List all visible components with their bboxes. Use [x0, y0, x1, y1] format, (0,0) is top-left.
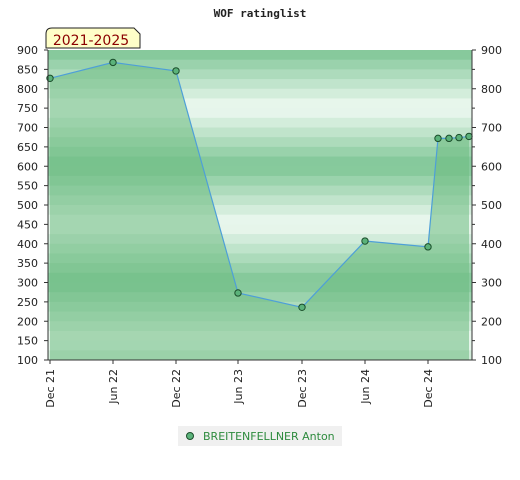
y-right-tick-label: 100 [481, 354, 502, 367]
band [48, 224, 472, 235]
band [48, 205, 472, 216]
data-point [109, 58, 117, 67]
band [48, 50, 472, 61]
band [48, 156, 472, 167]
band [48, 146, 472, 158]
data-point [234, 289, 242, 297]
y-tick-label: 850 [17, 63, 38, 76]
x-tick-label: Jun 22 [107, 369, 120, 405]
y-tick-label: 400 [17, 238, 38, 251]
band [48, 282, 472, 293]
x-tick-label: Dec 24 [422, 369, 435, 408]
band [48, 243, 472, 254]
band [48, 108, 472, 119]
band [48, 79, 472, 90]
y-tick-label: 350 [17, 257, 38, 270]
y-axis-left: 100 150 200 250 300 350 400 450 500 550 600 650 700 7… [17, 44, 48, 367]
y-right-tick-label: 400 [481, 238, 502, 251]
y-tick-label: 200 [17, 315, 38, 328]
data-point [361, 237, 369, 245]
y-tick-label: 750 [17, 102, 38, 115]
y-tick-label: 500 [17, 199, 38, 212]
y-right-tick-label: 200 [481, 315, 502, 328]
y-right-tick-label: 500 [481, 199, 502, 212]
y-tick-label: 550 [17, 180, 38, 193]
y-axis-right: 100 200 300 400 500 600 700 800 900 [472, 44, 502, 367]
legend-label: BREITENFELLNER Anton [203, 430, 335, 443]
band [48, 88, 472, 99]
band [48, 263, 472, 274]
band [48, 272, 472, 283]
data-point [445, 134, 453, 143]
band [48, 98, 472, 109]
legend-box [178, 426, 342, 446]
y-tick-label: 800 [17, 83, 38, 96]
y-right-tick-label: 300 [481, 277, 502, 290]
data-point [455, 133, 463, 142]
series-area [50, 62, 469, 360]
badge-shape [45, 27, 141, 49]
data-point [298, 303, 306, 311]
x-tick-label: Jun 23 [232, 369, 245, 405]
y-right-tick-label: 900 [481, 44, 502, 57]
y-tick-label: 650 [17, 141, 38, 154]
legend-marker [186, 432, 194, 440]
band [48, 166, 472, 177]
chart-title: WOF ratinglist [214, 7, 307, 20]
band [48, 234, 472, 245]
band [48, 253, 472, 264]
band [48, 117, 472, 128]
y-tick-label: 150 [17, 335, 38, 348]
band [48, 175, 472, 187]
data-point [434, 134, 442, 143]
band [48, 127, 472, 138]
badge-label: 2021-2025 [53, 33, 129, 49]
y-tick-label: 250 [17, 296, 38, 309]
data-point [424, 243, 432, 251]
y-tick-label: 600 [17, 160, 38, 173]
y-right-tick-label: 700 [481, 122, 502, 135]
data-point [172, 67, 180, 75]
y-tick-label: 700 [17, 122, 38, 135]
band [48, 185, 472, 196]
y-right-tick-label: 800 [481, 83, 502, 96]
data-point [465, 132, 473, 141]
band [48, 137, 472, 148]
band [48, 195, 472, 206]
y-tick-label: 900 [17, 44, 38, 57]
band [48, 214, 472, 225]
period-badge: 2021-2025 [45, 27, 141, 49]
x-tick-label: Jun 24 [359, 369, 372, 405]
y-right-tick-label: 600 [481, 160, 502, 173]
x-tick-label: Dec 21 [44, 369, 57, 408]
y-tick-label: 100 [17, 354, 38, 367]
x-axis: Dec 21 Jun 22 Dec 22 Jun 23 Dec 23 Jun 24 Dec … [44, 360, 435, 408]
y-tick-label: 300 [17, 277, 38, 290]
y-tick-label: 450 [17, 218, 38, 231]
legend: BREITENFELLNER Anton [178, 426, 342, 446]
band [48, 59, 472, 70]
x-tick-label: Dec 23 [296, 369, 309, 408]
x-tick-label: Dec 22 [170, 369, 183, 408]
band [48, 69, 472, 80]
